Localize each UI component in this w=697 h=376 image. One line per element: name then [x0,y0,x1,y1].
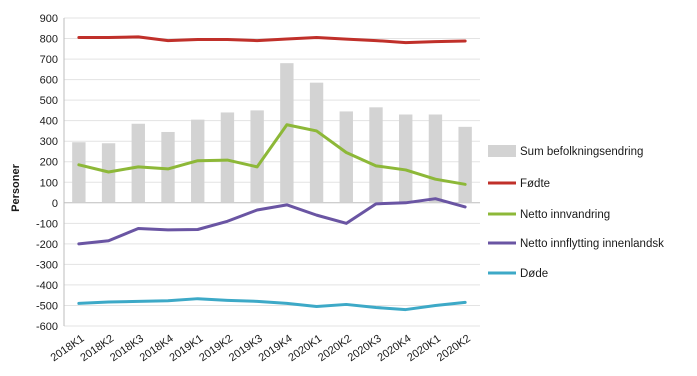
bar-sum-befolkningsendring [309,82,324,203]
bar-sum-befolkningsendring [72,142,86,203]
y-tick-label: 100 [40,177,58,189]
y-tick-label: 900 [40,13,58,25]
line-series-4 [77,297,467,312]
legend-label: Netto innvandring [520,209,610,221]
bar-sum-befolkningsendring [250,110,264,203]
y-tick-label: 300 [40,136,58,148]
y-tick-label: -500 [36,300,58,312]
x-tick-label: 2020K2 [435,333,473,365]
y-tick-label: 400 [40,116,58,128]
legend-label: Netto innflytting innenlandsk [520,238,664,250]
bar-series [72,63,472,203]
y-axis-ticks: 900 800 700 600 500 400 300 200 100 0 -100 -200 -300… [36,13,58,333]
bar-sum-befolkningsendring [399,114,413,203]
x-axis-ticks: 2018K12018K22018K32018K42019K12019K22019… [49,333,473,365]
y-tick-label: -100 [36,218,58,230]
y-tick-label: 200 [40,157,58,169]
y-tick-label: -300 [36,259,58,271]
y-tick-label: -200 [36,239,58,251]
legend-swatch [488,145,516,157]
y-tick-label: -400 [36,280,58,292]
y-tick-label: 800 [40,34,58,46]
line-series-2 [77,123,467,186]
y-axis-title: Personer [10,163,22,211]
bar-sum-befolkningsendring [220,112,235,203]
legend: Sum befolkningsendring Fødte Netto innvand… [488,145,664,280]
bar-sum-befolkningsendring [339,111,353,203]
bar-sum-befolkningsendring [428,114,443,203]
legend-label: Døde [520,268,548,280]
y-tick-label: 600 [40,75,58,87]
bar-sum-befolkningsendring [458,126,472,203]
line-series-1 [77,35,467,45]
y-tick-label: -600 [36,321,58,333]
y-tick-label: 500 [40,95,58,107]
bar-sum-befolkningsendring [369,107,383,203]
y-tick-label: 0 [52,198,58,210]
legend-label: Fødte [520,178,550,190]
line-series [77,35,467,312]
bar-sum-befolkningsendring [280,63,294,203]
legend-label: Sum befolkningsendring [520,146,643,158]
line-series-3 [77,197,467,246]
bar-sum-befolkningsendring [131,123,145,203]
gridlines [63,17,480,327]
y-tick-label: 700 [40,54,58,66]
